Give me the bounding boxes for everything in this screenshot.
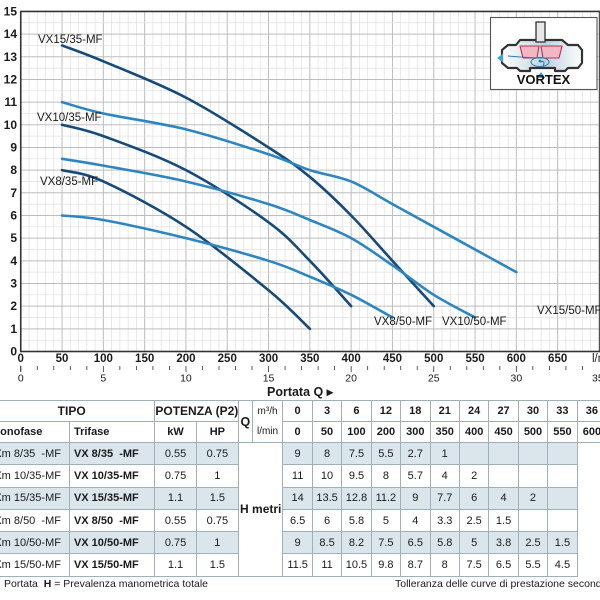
svg-text:VORTEX: VORTEX <box>517 72 571 87</box>
svg-text:0: 0 <box>18 353 24 365</box>
svg-text:30: 30 <box>511 373 523 385</box>
svg-text:VX10/35-MF: VX10/35-MF <box>37 112 102 124</box>
svg-text:1: 1 <box>10 322 17 336</box>
svg-text:300: 300 <box>259 353 278 365</box>
svg-text:2: 2 <box>10 299 17 313</box>
svg-text:13: 13 <box>4 50 18 64</box>
svg-text:100: 100 <box>94 353 113 365</box>
svg-text:7: 7 <box>10 186 17 200</box>
svg-text:500: 500 <box>424 353 443 365</box>
svg-text:650: 650 <box>548 353 567 365</box>
svg-text:5: 5 <box>100 373 106 385</box>
svg-text:11: 11 <box>4 95 17 109</box>
svg-text:35: 35 <box>592 373 600 385</box>
svg-text:6: 6 <box>10 208 17 222</box>
svg-text:20: 20 <box>345 373 357 385</box>
svg-text:10: 10 <box>4 118 18 132</box>
svg-text:15: 15 <box>263 373 275 385</box>
svg-text:25: 25 <box>428 373 440 385</box>
svg-text:l/min: l/min <box>592 353 600 365</box>
svg-text:VX15/50-MF: VX15/50-MF <box>537 305 600 317</box>
svg-text:550: 550 <box>465 353 484 365</box>
svg-text:8: 8 <box>10 163 17 177</box>
svg-text:600: 600 <box>507 353 526 365</box>
svg-text:0: 0 <box>10 345 17 359</box>
svg-text:3: 3 <box>10 276 17 290</box>
svg-text:9: 9 <box>10 140 17 154</box>
svg-text:10: 10 <box>180 373 192 385</box>
svg-text:450: 450 <box>383 353 402 365</box>
svg-text:VX10/50-MF: VX10/50-MF <box>442 316 507 328</box>
svg-text:VX8/50-MF: VX8/50-MF <box>374 316 432 328</box>
svg-text:400: 400 <box>342 353 361 365</box>
svg-text:50: 50 <box>56 353 69 365</box>
svg-text:150: 150 <box>135 353 154 365</box>
svg-text:VX8/35-MF: VX8/35-MF <box>40 176 98 188</box>
svg-text:15: 15 <box>4 4 18 18</box>
svg-text:5: 5 <box>10 231 17 245</box>
svg-text:VX15/35-MF: VX15/35-MF <box>38 34 103 46</box>
svg-text:0: 0 <box>18 373 24 385</box>
svg-text:14: 14 <box>4 27 18 41</box>
svg-text:200: 200 <box>176 353 195 365</box>
svg-text:250: 250 <box>218 353 237 365</box>
svg-text:4: 4 <box>10 254 17 268</box>
svg-text:350: 350 <box>300 353 319 365</box>
svg-text:12: 12 <box>4 72 18 86</box>
svg-text:Portata Q ▸: Portata Q ▸ <box>267 385 335 399</box>
